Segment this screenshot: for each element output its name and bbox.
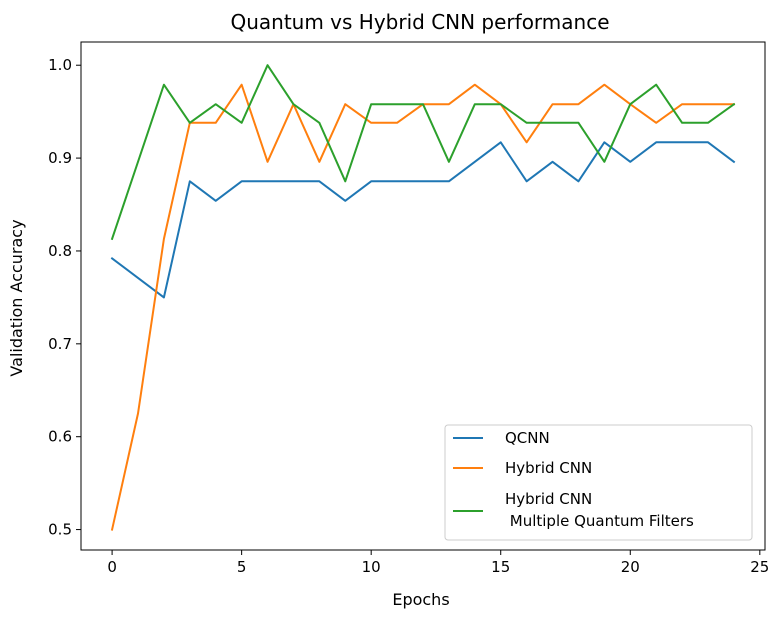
y-tick-label: 0.6	[48, 428, 72, 446]
y-tick-label: 0.8	[48, 242, 72, 260]
y-tick-label: 0.9	[48, 149, 72, 167]
legend: QCNN Hybrid CNN Hybrid CNN Multiple Quan…	[444, 424, 753, 541]
x-tick-label: 10	[362, 558, 381, 576]
axes-frame	[80, 41, 766, 551]
legend-frame	[444, 424, 753, 541]
y-tick-label: 0.7	[48, 335, 72, 353]
legend-hybrid-mqf-label-line1: Hybrid CNN	[505, 490, 592, 508]
x-tick-label: 5	[237, 558, 247, 576]
series-line-qcnn	[110, 141, 736, 299]
x-tick-label: 25	[750, 558, 769, 576]
legend-hybrid-cnn-label: Hybrid CNN	[505, 459, 592, 477]
x-tick-label: 0	[107, 558, 117, 576]
x-tick-label: 15	[491, 558, 510, 576]
series-line-hybrid-cnn-multiple-quantum-filters	[110, 64, 736, 241]
legend-qcnn-label: QCNN	[505, 429, 550, 447]
plot-area: 0 5 10 15 20 25 0.5 0.6 0.7 0.8 0.9 1.0	[48, 41, 769, 576]
x-tick-label: 20	[621, 558, 640, 576]
y-axis-label: Validation Accuracy	[7, 219, 26, 376]
y-tick-label: 1.0	[48, 56, 72, 74]
y-tick-label: 0.5	[48, 521, 72, 539]
x-axis-label: Epochs	[392, 590, 449, 609]
chart-title: Quantum vs Hybrid CNN performance	[230, 10, 609, 34]
legend-hybrid-mqf-label-line2: Multiple Quantum Filters	[505, 512, 694, 530]
